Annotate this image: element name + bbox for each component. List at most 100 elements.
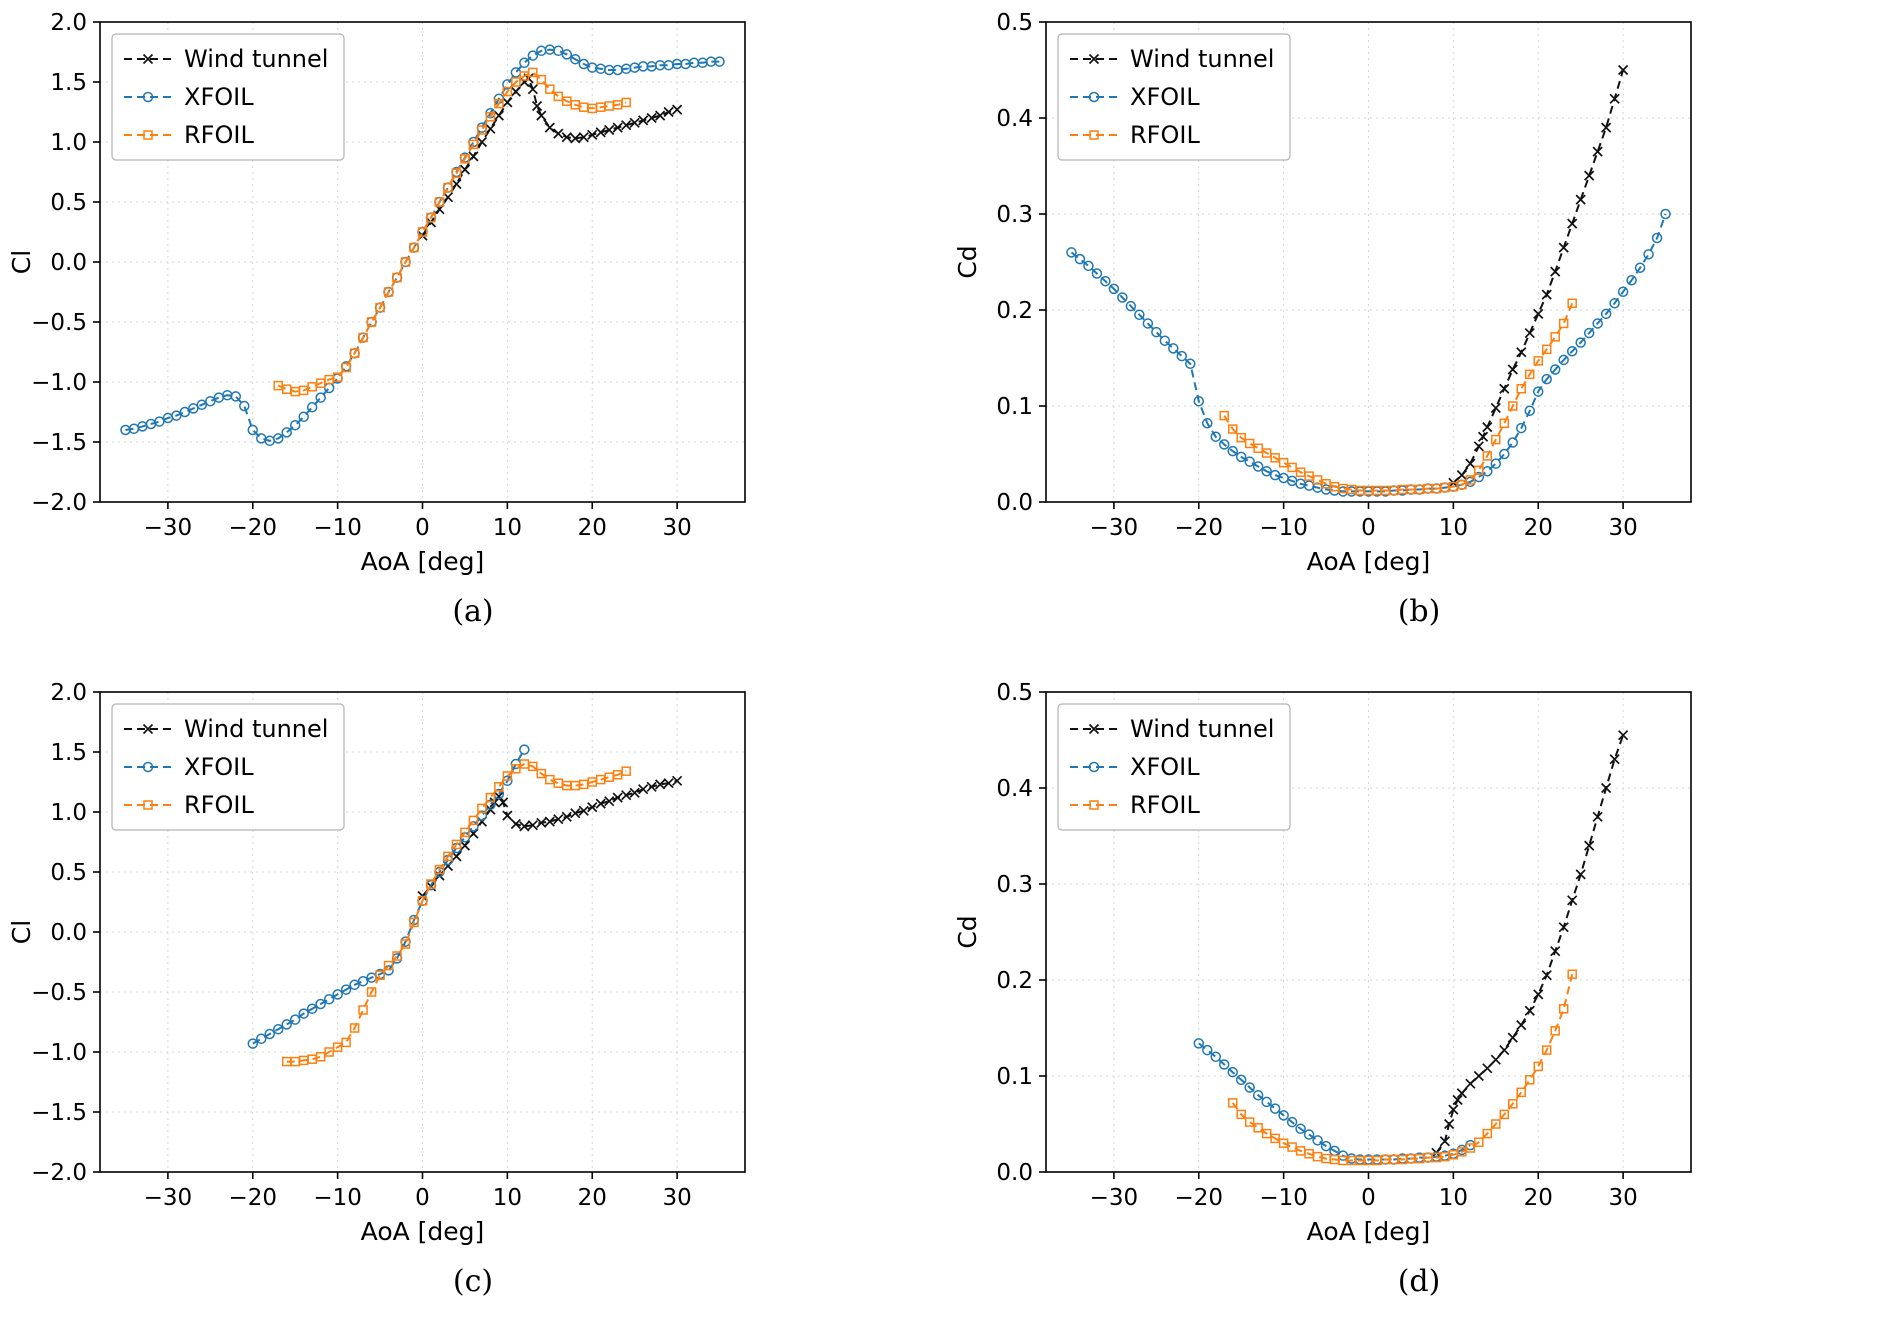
legend: Wind tunnel XFOIL RFOIL xyxy=(111,33,345,161)
series-xfoil xyxy=(1066,208,1671,497)
axes: −30 −20 −10 0 10 20 30 −2.0 −1.5 −1.0 −0.5 0.0 0.5 1.… xyxy=(7,10,746,576)
x-axis-label: AoA [deg] xyxy=(361,1217,485,1246)
series-rfoil xyxy=(281,759,631,1067)
x-tick-label: −10 xyxy=(313,1185,362,1211)
chart-a-cl-vs-aoa: −30 −20 −10 0 10 20 30 −2.0 −1.5 −1.0 −0.5 0.0 0.5 1.… xyxy=(7,10,746,576)
y-tick-label: 2.0 xyxy=(50,680,87,706)
x-tick-label: 30 xyxy=(662,515,691,541)
x-tick-label: −30 xyxy=(1090,1185,1139,1211)
x-tick-label: −30 xyxy=(144,1185,193,1211)
series-group xyxy=(1066,64,1671,497)
y-tick-label: 0.2 xyxy=(996,968,1033,994)
x-tick-label: −30 xyxy=(1090,515,1139,541)
y-tick-label: −1.5 xyxy=(31,430,87,456)
y-tick-label: 0.0 xyxy=(996,490,1033,516)
x-tick-label: 20 xyxy=(578,515,607,541)
y-tick-label: 0.3 xyxy=(996,202,1033,228)
legend-label: XFOIL xyxy=(184,753,254,781)
axes: −30 −20 −10 0 10 20 30 0.0 0.1 0.2 0.3 0.4 0.5 AoA [d… xyxy=(953,10,1692,576)
legend-label: Wind tunnel xyxy=(184,45,328,73)
y-tick-label: 0.5 xyxy=(996,10,1033,36)
series-group xyxy=(247,744,683,1067)
legend-label: RFOIL xyxy=(1130,791,1200,819)
y-tick-label: −1.0 xyxy=(31,370,87,396)
x-tick-label: 10 xyxy=(493,515,522,541)
x-tick-label: 0 xyxy=(1361,515,1376,541)
y-tick-label: −0.5 xyxy=(31,310,87,336)
y-tick-label: 1.5 xyxy=(50,70,87,96)
y-tick-label: 0.4 xyxy=(996,106,1033,132)
caption-d: (d) xyxy=(1397,1264,1441,1299)
y-axis-label: Cl xyxy=(7,250,36,274)
legend: Wind tunnel XFOIL RFOIL xyxy=(111,703,345,831)
y-tick-label: −2.0 xyxy=(31,490,87,516)
chart-d-cd-vs-aoa: −30 −20 −10 0 10 20 30 0.0 0.1 0.2 0.3 0.4 0.5 AoA [d… xyxy=(953,680,1692,1246)
axes: −30 −20 −10 0 10 20 30 0.0 0.1 0.2 0.3 0.4 0.5 AoA [d… xyxy=(953,680,1692,1246)
y-axis-label: Cl xyxy=(7,920,36,944)
series-wind_tunnel xyxy=(417,73,683,241)
subplot-c: −30 −20 −10 0 10 20 30 −2.0 −1.5 −1.0 −0.5 0.0 0.5 1.… xyxy=(0,670,946,1340)
y-tick-label: 1.0 xyxy=(50,130,87,156)
legend-label: Wind tunnel xyxy=(184,715,328,743)
x-tick-label: −20 xyxy=(228,515,277,541)
x-tick-label: 30 xyxy=(662,1185,691,1211)
y-tick-label: 0.0 xyxy=(50,250,87,276)
x-tick-label: 30 xyxy=(1608,1185,1637,1211)
legend-label: XFOIL xyxy=(1130,753,1200,781)
x-tick-label: 0 xyxy=(1361,1185,1376,1211)
x-tick-label: −20 xyxy=(228,1185,277,1211)
y-tick-label: 0.1 xyxy=(996,394,1033,420)
y-tick-label: −1.0 xyxy=(31,1040,87,1066)
chart-c-cl-vs-aoa: −30 −20 −10 0 10 20 30 −2.0 −1.5 −1.0 −0.5 0.0 0.5 1.… xyxy=(7,680,746,1246)
legend-label: XFOIL xyxy=(184,83,254,111)
subplot-a: −30 −20 −10 0 10 20 30 −2.0 −1.5 −1.0 −0.5 0.0 0.5 1.… xyxy=(0,0,946,670)
x-axis-label: AoA [deg] xyxy=(1307,1217,1431,1246)
y-tick-label: 0.3 xyxy=(996,872,1033,898)
y-tick-label: 0.5 xyxy=(50,860,87,886)
legend-label: RFOIL xyxy=(184,121,254,149)
x-tick-label: 0 xyxy=(415,515,430,541)
series-group xyxy=(1193,730,1629,1166)
legend-label: Wind tunnel xyxy=(1130,715,1274,743)
y-tick-label: 0.2 xyxy=(996,298,1033,324)
x-tick-label: 20 xyxy=(1524,515,1553,541)
y-tick-label: 0.4 xyxy=(996,776,1033,802)
legend-label: RFOIL xyxy=(184,791,254,819)
y-tick-label: −1.5 xyxy=(31,1100,87,1126)
x-tick-label: −10 xyxy=(1259,1185,1308,1211)
series-rfoil xyxy=(273,67,631,397)
y-axis-label: Cd xyxy=(953,245,982,278)
x-tick-label: 10 xyxy=(1439,1185,1468,1211)
x-tick-label: −30 xyxy=(144,515,193,541)
y-tick-label: 0.0 xyxy=(50,920,87,946)
subplot-b: −30 −20 −10 0 10 20 30 0.0 0.1 0.2 0.3 0.4 0.5 AoA [d… xyxy=(946,0,1892,670)
series-rfoil xyxy=(1219,298,1577,496)
series-wind_tunnel xyxy=(417,775,683,902)
y-tick-label: 0.5 xyxy=(996,680,1033,706)
x-tick-label: 0 xyxy=(415,1185,430,1211)
x-tick-label: 10 xyxy=(493,1185,522,1211)
x-tick-label: 20 xyxy=(578,1185,607,1211)
x-tick-label: −10 xyxy=(313,515,362,541)
subplot-d: −30 −20 −10 0 10 20 30 0.0 0.1 0.2 0.3 0.4 0.5 AoA [d… xyxy=(946,670,1892,1340)
caption-b: (b) xyxy=(1397,594,1441,629)
y-tick-label: −0.5 xyxy=(31,980,87,1006)
y-tick-label: 0.1 xyxy=(996,1064,1033,1090)
chart-b-cd-vs-aoa: −30 −20 −10 0 10 20 30 0.0 0.1 0.2 0.3 0.4 0.5 AoA [d… xyxy=(953,10,1692,576)
x-tick-label: 20 xyxy=(1524,1185,1553,1211)
x-axis-label: AoA [deg] xyxy=(361,547,485,576)
caption-c: (c) xyxy=(452,1264,494,1299)
y-tick-label: 1.5 xyxy=(50,740,87,766)
x-tick-label: −10 xyxy=(1259,515,1308,541)
x-tick-label: −20 xyxy=(1174,515,1223,541)
legend: Wind tunnel XFOIL RFOIL xyxy=(1057,703,1291,831)
y-tick-label: 0.0 xyxy=(996,1160,1033,1186)
y-tick-label: 0.5 xyxy=(50,190,87,216)
y-tick-label: 2.0 xyxy=(50,10,87,36)
legend: Wind tunnel XFOIL RFOIL xyxy=(1057,33,1291,161)
legend-label: XFOIL xyxy=(1130,83,1200,111)
x-tick-label: 30 xyxy=(1608,515,1637,541)
x-axis-label: AoA [deg] xyxy=(1307,547,1431,576)
legend-label: Wind tunnel xyxy=(1130,45,1274,73)
